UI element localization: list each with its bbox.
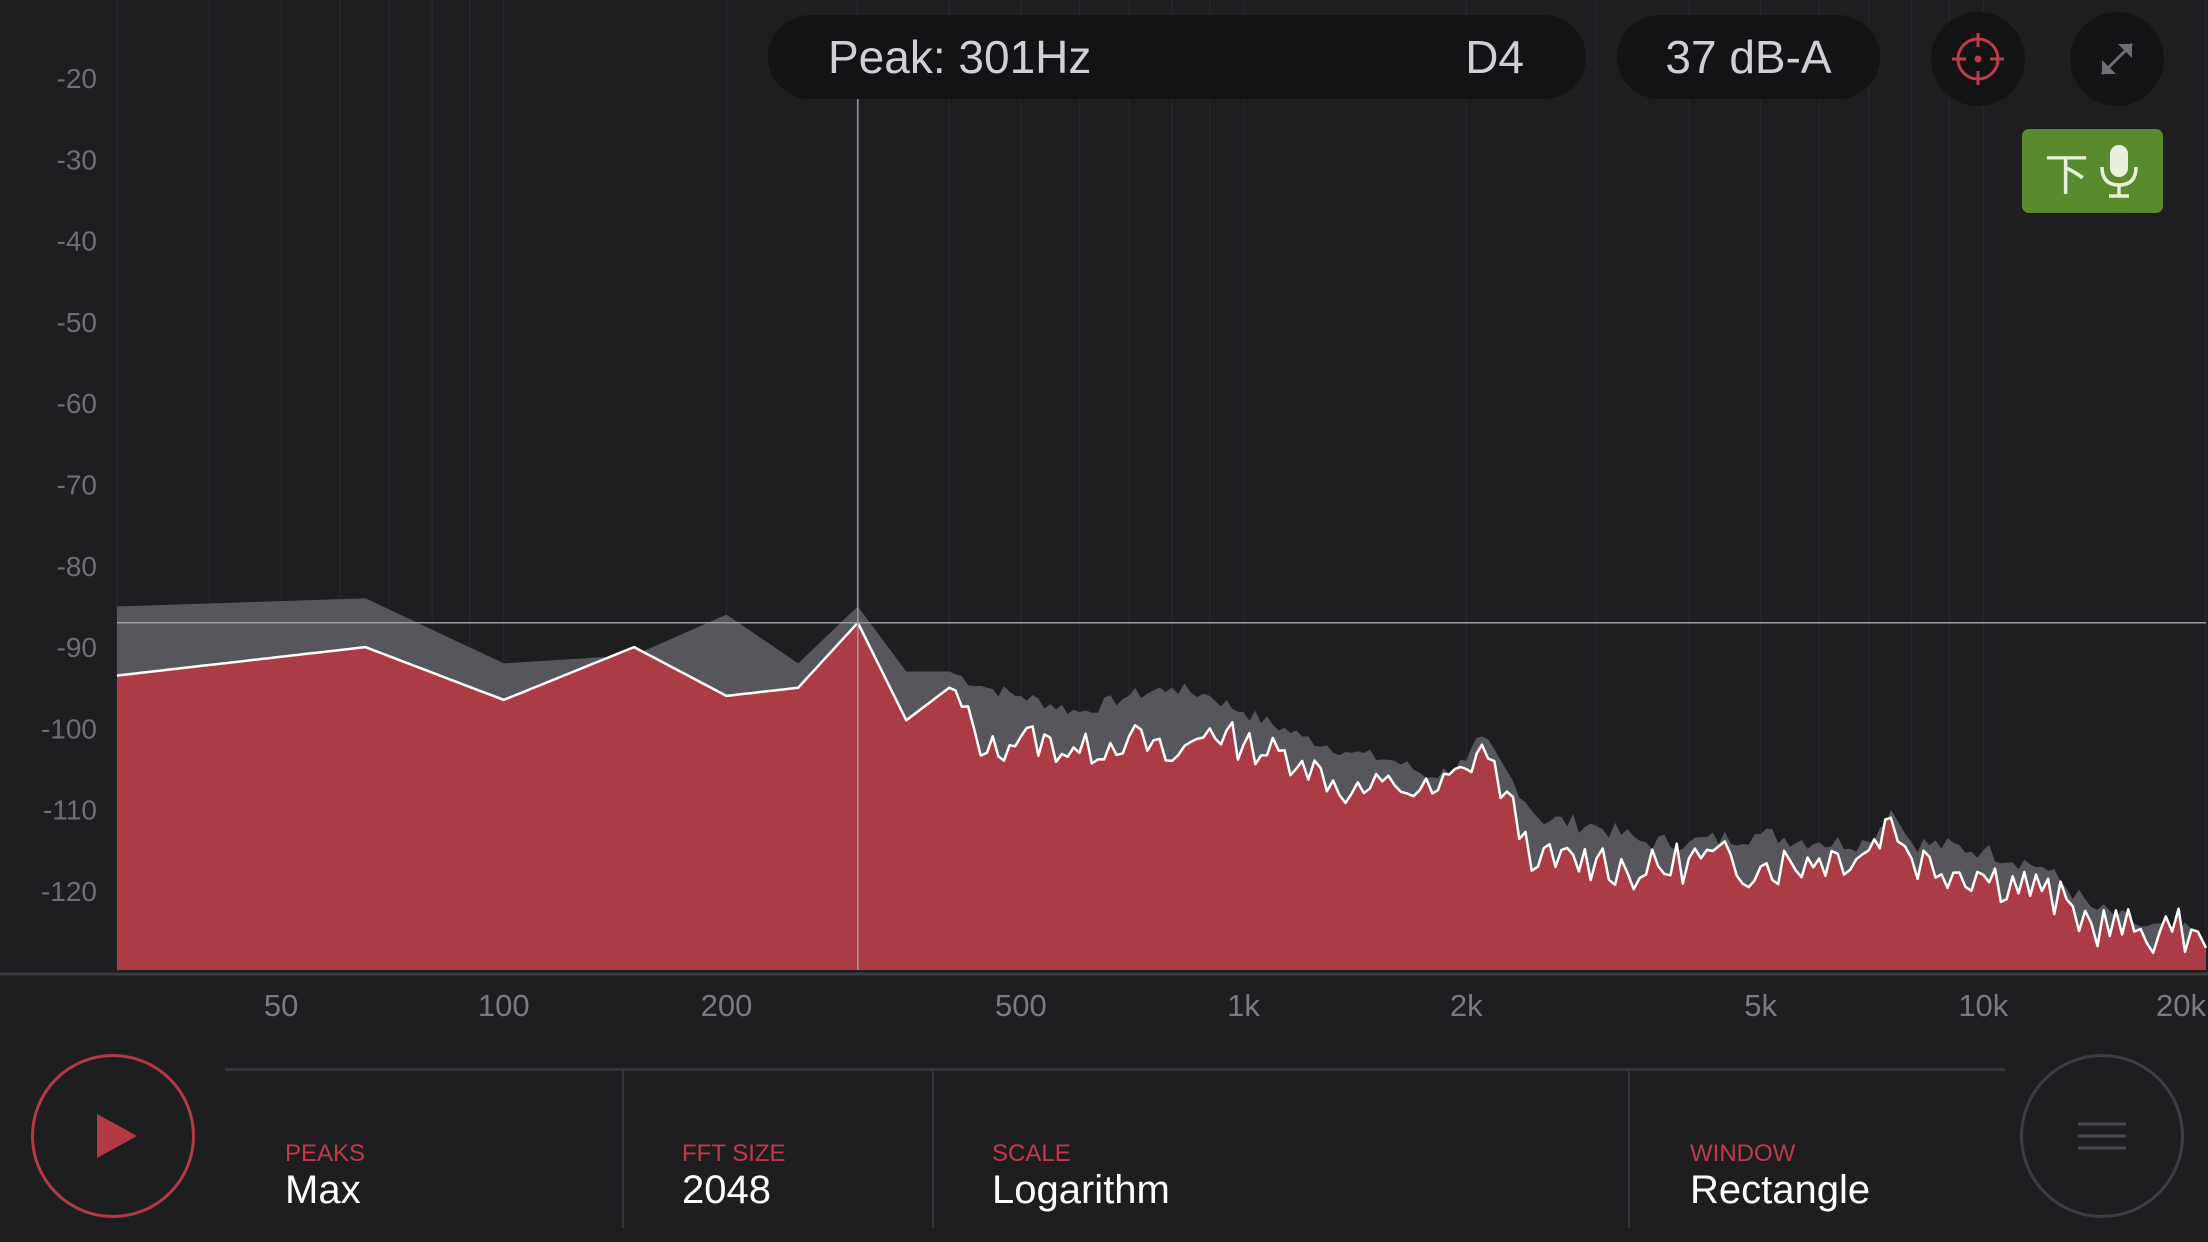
peak-frequency-label: Peak: 301Hz	[828, 31, 1092, 83]
y-tick-label: -80	[57, 551, 97, 582]
setting-divider	[932, 1068, 934, 1228]
setting-fft-size[interactable]: FFT SIZE 2048	[682, 1068, 922, 1228]
x-tick-label: 50	[264, 988, 298, 1023]
crosshair-icon	[1952, 33, 2004, 85]
x-tick-label: 5k	[1744, 988, 1777, 1023]
peak-note-label: D4	[1465, 31, 1524, 83]
level-readout: 37 dB-A	[1617, 15, 1880, 99]
y-tick-label: -60	[57, 388, 97, 419]
y-tick-label: -110	[43, 795, 97, 826]
settings-bar: PEAKS Max FFT SIZE 2048 SCALE Logarithm …	[0, 1030, 2208, 1242]
x-tick-label: 1k	[1227, 988, 1260, 1023]
play-icon	[97, 1114, 137, 1158]
setting-value: 2048	[682, 1168, 771, 1212]
expand-button[interactable]	[2070, 12, 2164, 106]
microphone-icon	[2099, 145, 2138, 198]
x-tick-label: 20k	[2156, 988, 2206, 1023]
mic-mode-button[interactable]: 下	[2022, 129, 2163, 213]
menu-icon	[2078, 1122, 2126, 1150]
y-tick-label: -30	[57, 144, 97, 175]
mic-mode-glyph: 下	[2044, 150, 2089, 201]
x-tick-label: 2k	[1450, 988, 1483, 1023]
y-tick-label: -90	[57, 632, 97, 663]
setting-window[interactable]: WINDOW Rectangle	[1690, 1068, 1990, 1228]
setting-value: Max	[285, 1168, 361, 1212]
setting-value: Logarithm	[992, 1168, 1170, 1212]
target-button[interactable]	[1931, 12, 2025, 106]
settings-divider-top	[225, 1068, 2005, 1071]
expand-icon	[2100, 42, 2134, 76]
setting-label: PEAKS	[285, 1140, 366, 1167]
y-tick-label: -20	[57, 63, 97, 94]
setting-divider	[622, 1068, 624, 1228]
level-label: 37 dB-A	[1665, 31, 1832, 83]
y-tick-label: -70	[57, 470, 97, 501]
setting-label: SCALE	[992, 1140, 1071, 1167]
peak-readout: Peak: 301Hz D4	[768, 15, 1586, 99]
x-tick-label: 200	[701, 988, 753, 1023]
x-tick-label: 100	[478, 988, 530, 1023]
setting-value: Rectangle	[1690, 1168, 1871, 1212]
menu-button[interactable]	[2020, 1054, 2184, 1218]
y-tick-label: -50	[57, 307, 97, 338]
x-tick-label: 500	[995, 988, 1047, 1023]
y-tick-label: -40	[57, 226, 97, 257]
setting-label: WINDOW	[1690, 1140, 1796, 1167]
setting-peaks[interactable]: PEAKS Max	[285, 1068, 615, 1228]
y-axis-ticks: -20 -30 -40 -50 -60 -70 -80 -90 -100 -110 -120	[41, 63, 97, 907]
y-tick-label: -120	[41, 876, 97, 907]
x-tick-label: 10k	[1958, 988, 2008, 1023]
spectrum-line	[116, 621, 2208, 955]
x-axis-ticks: 50 100 200 500 1k 2k 5k 10k 20k	[264, 988, 2207, 1023]
spectrum-chart[interactable]: -20 -30 -40 -50 -60 -70 -80 -90 -100 -110 -120 50 1…	[0, 0, 2208, 1030]
setting-divider	[1628, 1068, 1630, 1228]
setting-scale[interactable]: SCALE Logarithm	[992, 1068, 1592, 1228]
play-button[interactable]	[31, 1054, 195, 1218]
setting-label: FFT SIZE	[682, 1140, 786, 1167]
y-tick-label: -100	[41, 713, 97, 744]
